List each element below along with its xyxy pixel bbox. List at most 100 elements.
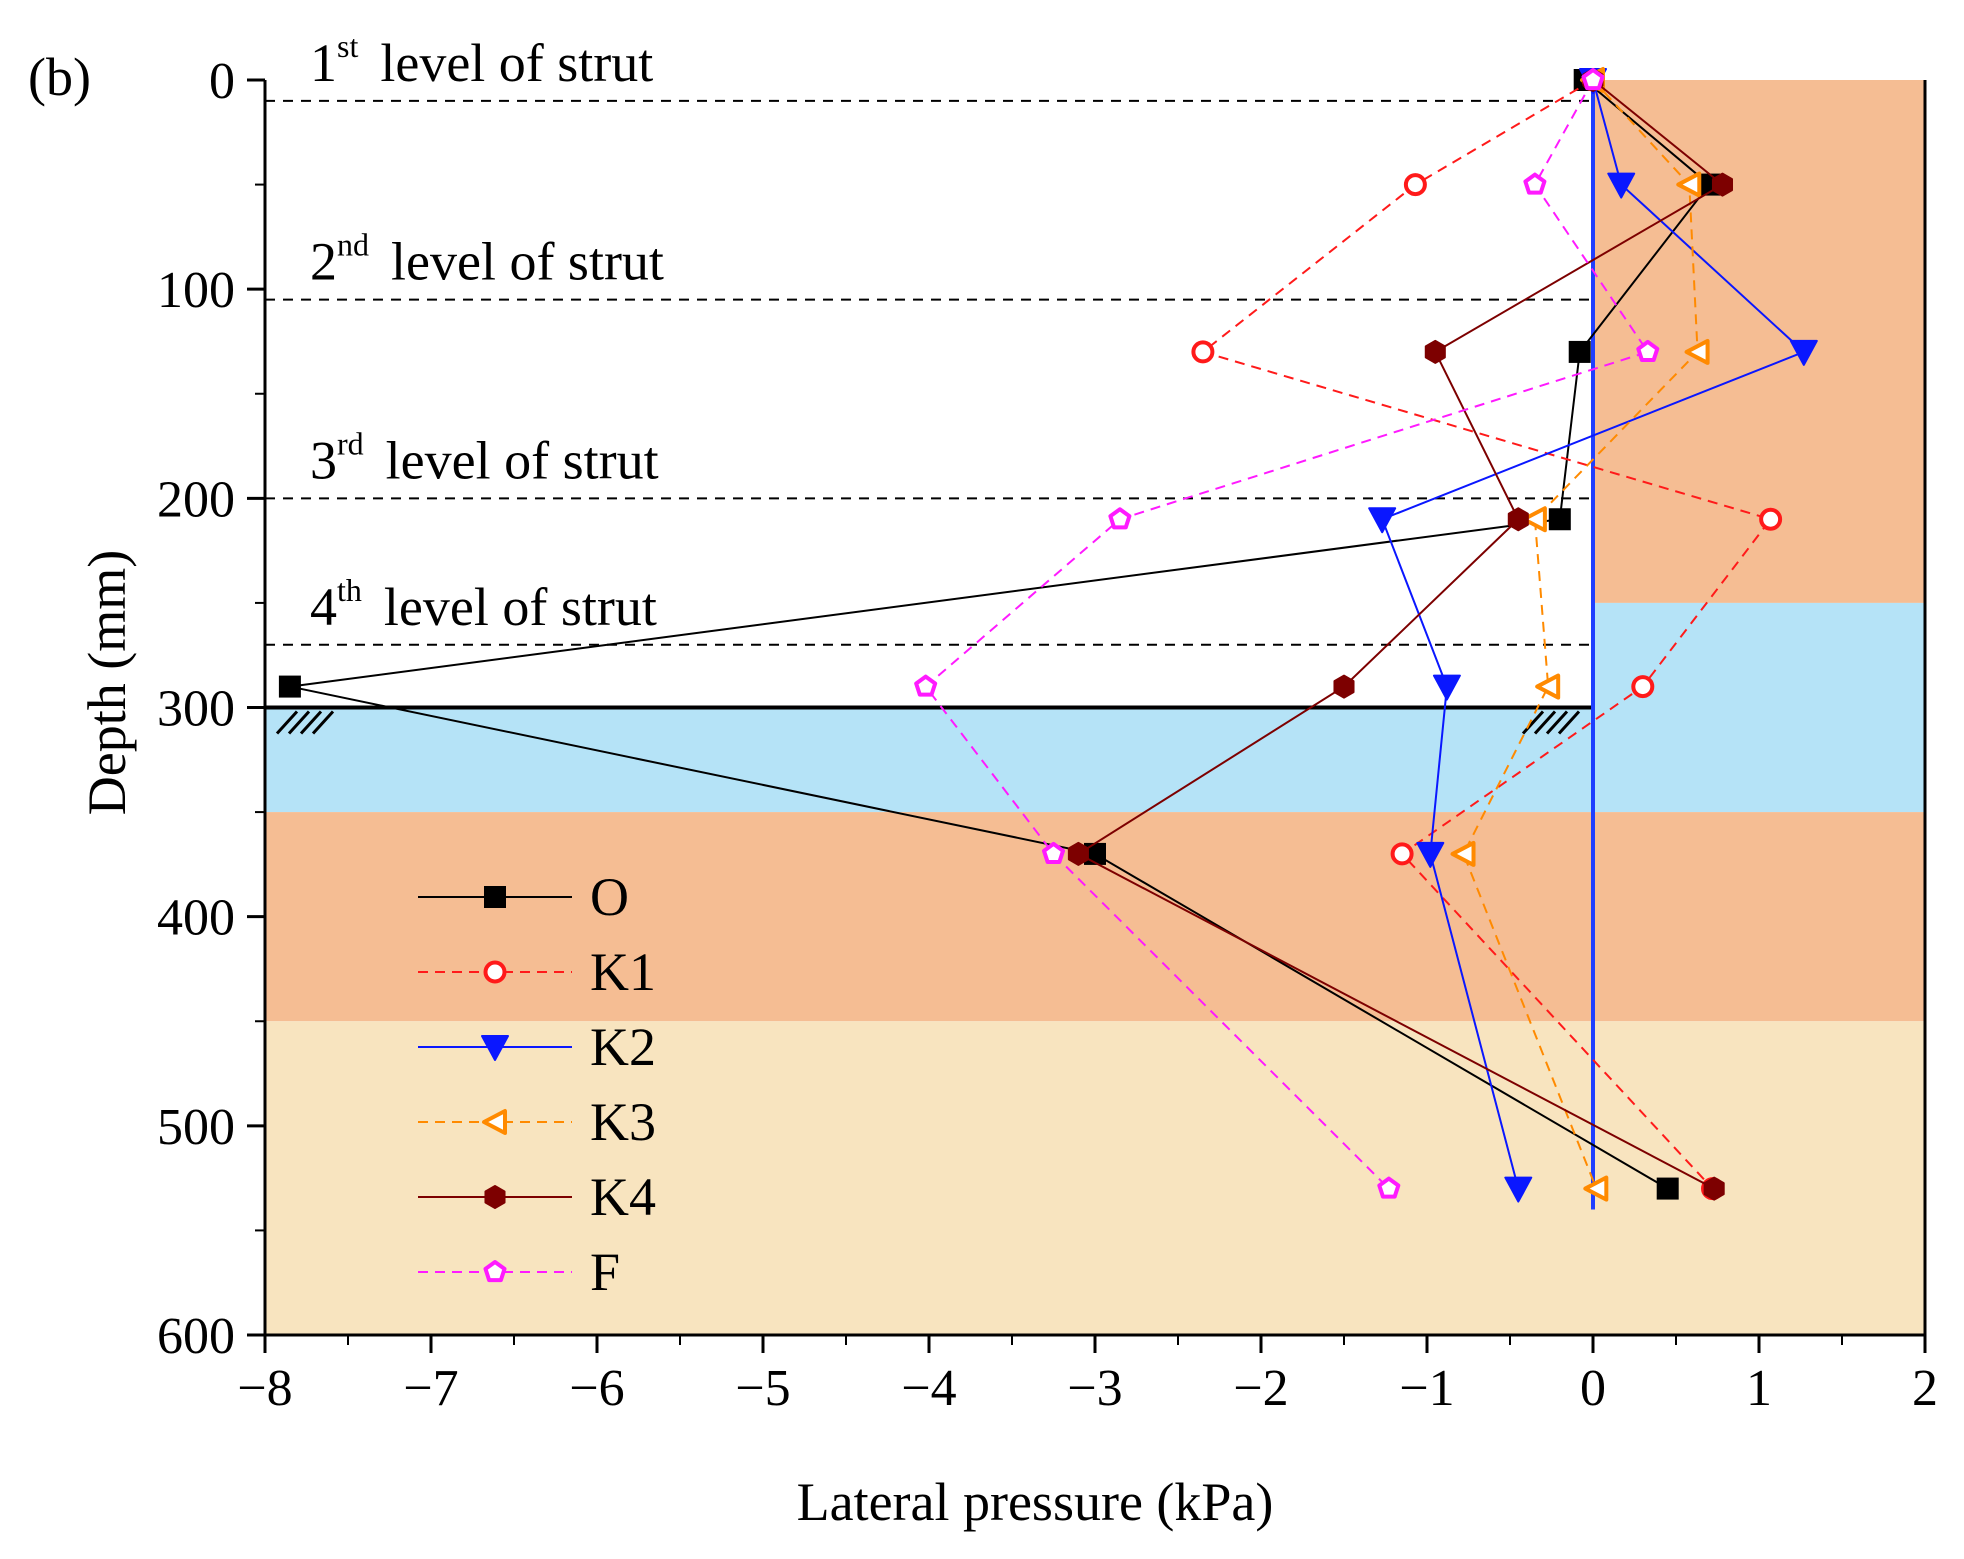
data-point-K1-5 (1390, 842, 1414, 866)
data-point-K2-2 (1789, 339, 1818, 366)
ground-hatch-1-0 (1521, 710, 1545, 735)
data-point-F-5 (1041, 841, 1066, 865)
x-tick-label-1: −7 (403, 1360, 458, 1417)
legend-marker-K4 (484, 1185, 506, 1209)
data-point-K4-2 (1424, 339, 1446, 364)
x-tick-label-7: −1 (1399, 1360, 1454, 1417)
reference-lines (265, 80, 1595, 1210)
legend-marker-K2 (481, 1035, 509, 1061)
ground-hatch-1-1 (1533, 710, 1557, 735)
x-tick-label-2: −6 (569, 1360, 624, 1417)
data-point-O-4 (278, 675, 301, 698)
data-point-K2-3 (1368, 507, 1397, 534)
strut-ordinal: 4 (310, 577, 337, 637)
legend-marker-F (483, 1260, 507, 1283)
legend-item-O: O (418, 867, 629, 927)
data-point-O-6 (1656, 1177, 1679, 1200)
legend-marker-K1 (483, 960, 507, 984)
data-point-K2-5 (1416, 841, 1445, 868)
data-point-K3-5 (1450, 840, 1476, 867)
strut-label-3: 3rd level of strut (310, 425, 659, 490)
legend-item-F: F (418, 1242, 620, 1302)
data-point-F-6 (1377, 1176, 1401, 1199)
data-point-K4-5 (1067, 841, 1089, 866)
legend-item-K3: K3 (418, 1092, 656, 1152)
strut-text: level of strut (384, 577, 657, 637)
x-tick-label-6: −2 (1233, 1360, 1288, 1417)
data-point-K2-1 (1607, 172, 1636, 199)
x-tick-label-10: 2 (1912, 1360, 1938, 1417)
strut-text: level of strut (380, 33, 653, 93)
data-point-K3-3 (1521, 506, 1547, 533)
legend-label-K2: K2 (590, 1017, 656, 1077)
legend-marker-O (484, 886, 506, 908)
ground-hatch-0-0 (275, 710, 299, 735)
strut-text: level of strut (386, 430, 659, 490)
x-tick-label-3: −5 (735, 1360, 790, 1417)
data-point-K1-2 (1191, 340, 1215, 364)
strut-label-2: 2nd level of strut (310, 227, 664, 292)
y-tick-label-3: 300 (157, 681, 235, 738)
strut-text: level of strut (391, 232, 664, 292)
data-point-F-1 (1523, 172, 1547, 195)
data-point-K4-3 (1507, 507, 1529, 532)
data-point-F-0 (1581, 68, 1605, 91)
data-point-K3-4 (1535, 673, 1561, 700)
x-tick-label-9: 1 (1746, 1360, 1772, 1417)
data-point-K3-6 (1583, 1175, 1609, 1202)
data-point-O-3 (1548, 508, 1571, 531)
data-point-K4-4 (1333, 674, 1355, 699)
data-point-K1-4 (1631, 675, 1655, 699)
strut-label-1: 1st level of strut (310, 28, 653, 93)
data-point-K3-1 (1676, 171, 1702, 198)
data-point-K4-1 (1711, 172, 1734, 197)
y-tick-label-1: 100 (157, 262, 235, 319)
legend-label-K3: K3 (590, 1092, 656, 1152)
strut-ordinal: 1 (310, 33, 337, 93)
data-point-K2-6 (1504, 1176, 1533, 1203)
ground-hatch-1-3 (1557, 710, 1581, 735)
y-tick-label-5: 500 (157, 1099, 235, 1156)
legend-label-O: O (590, 867, 629, 927)
data-point-F-4 (914, 674, 938, 697)
soil-layer-2 (265, 707, 1925, 813)
data-point-F-3 (1108, 507, 1132, 530)
legend-label-K1: K1 (590, 942, 656, 1002)
ground-hatch-1-2 (1545, 710, 1569, 735)
legend-item-K4: K4 (418, 1167, 656, 1227)
soil-layer-0 (1593, 80, 1925, 603)
x-axis-title: Lateral pressure (kPa) (797, 1472, 1274, 1532)
legend-item-K2: K2 (418, 1017, 656, 1077)
x-tick-label-0: −8 (237, 1360, 292, 1417)
y-tick-label-6: 600 (157, 1308, 235, 1365)
panel-label: (b) (28, 47, 91, 107)
axes: −8 −7 −6 −5 −4 −3 −2 −1 0 1 2 0 100 200 300 400 500 600 La… (77, 53, 1938, 1532)
x-tick-label-5: −3 (1067, 1360, 1122, 1417)
y-axis-title: Depth (mm) (77, 550, 137, 815)
legend: O K1 K2 K3 K4 F (418, 867, 656, 1302)
legend-item-K1: K1 (418, 942, 656, 1002)
strut-ordinal: 3 (310, 430, 337, 490)
data-point-O-2 (1568, 340, 1591, 363)
y-tick-label-2: 200 (157, 471, 235, 528)
data-point-K1-1 (1403, 173, 1427, 197)
x-tick-label-8: 0 (1580, 1360, 1606, 1417)
data-point-F-2 (1636, 339, 1660, 363)
ground-hatch-0-3 (311, 710, 335, 735)
legend-marker-K3 (482, 1109, 507, 1135)
strut-ordinal: 2 (310, 232, 337, 292)
data-point-K2-4 (1432, 674, 1461, 701)
legend-label-F: F (590, 1242, 620, 1302)
data-point-K4-6 (1703, 1176, 1725, 1201)
strut-label-4: 4th level of strut (310, 572, 657, 637)
ground-hatch-0-1 (287, 710, 311, 735)
x-tick-label-4: −4 (901, 1360, 956, 1417)
y-tick-label-4: 400 (157, 890, 235, 947)
strut-ordinal-suffix: st (337, 28, 358, 64)
data-point-K3-2 (1684, 338, 1710, 365)
data-point-K1-3 (1759, 507, 1783, 531)
y-tick-label-0: 0 (209, 53, 235, 110)
